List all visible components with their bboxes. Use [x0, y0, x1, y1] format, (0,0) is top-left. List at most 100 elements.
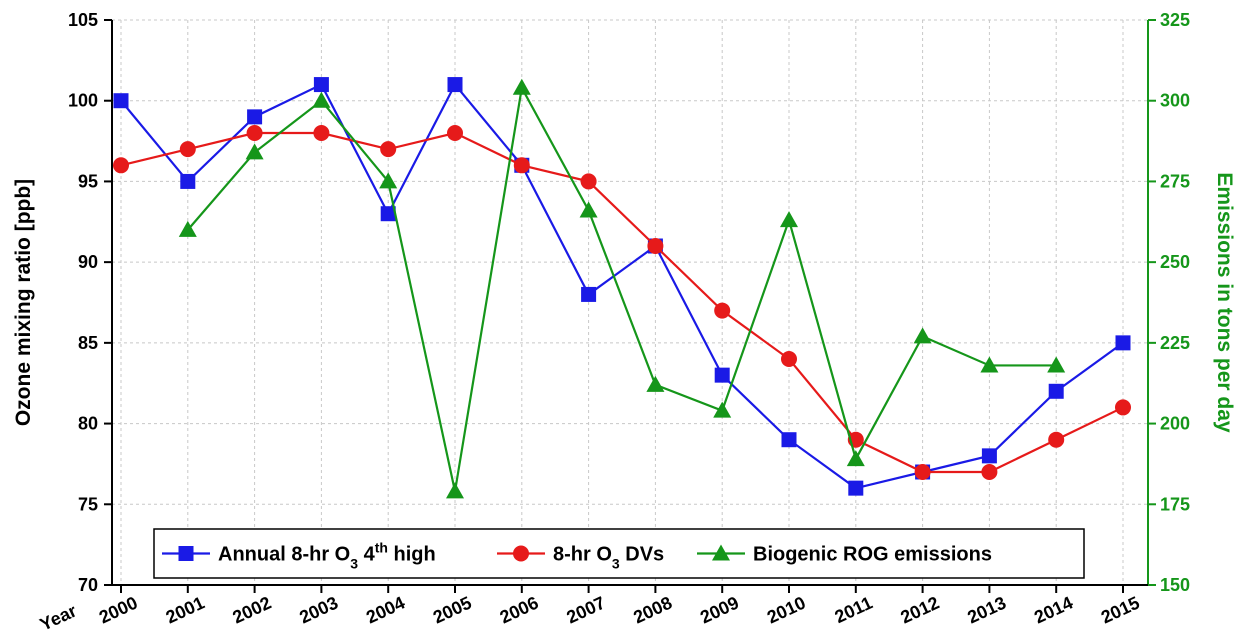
y-left-tick-label: 105 [68, 10, 98, 30]
data-point [714, 302, 731, 319]
x-tick-label: 2011 [832, 592, 876, 627]
data-point [981, 448, 997, 464]
y-right-tick-label: 275 [1160, 171, 1190, 191]
data-point [914, 464, 931, 480]
series-layer [113, 77, 1131, 499]
data-point [1115, 399, 1131, 416]
series-line [120, 82, 1124, 490]
data-point [113, 157, 129, 174]
data-point [980, 356, 999, 373]
data-point [312, 91, 331, 108]
legend-box [153, 528, 1085, 579]
y-right-tick-label: 175 [1160, 494, 1190, 514]
y-right-tick-label: 150 [1160, 575, 1190, 595]
data-point [714, 367, 730, 383]
y-right-tick-label: 200 [1160, 414, 1190, 434]
x-tick-label: 2004 [363, 592, 408, 627]
legend-label-part: Biogenic ROG emissions [753, 544, 992, 566]
data-point [848, 480, 864, 496]
data-point [913, 327, 932, 344]
legend-label: Biogenic ROG emissions [753, 544, 992, 566]
data-point [247, 109, 263, 125]
legend-label-part: high [388, 544, 436, 566]
data-point [713, 401, 732, 418]
data-point [1115, 335, 1131, 351]
data-point [180, 173, 196, 189]
y-left-tick-label: 70 [78, 575, 98, 595]
data-point [113, 93, 129, 109]
data-point [581, 286, 597, 302]
series-1 [113, 125, 1131, 480]
data-point [313, 125, 330, 141]
x-tick-label: 2002 [230, 592, 275, 627]
x-tick-label: 2012 [898, 592, 943, 627]
data-point [846, 450, 865, 467]
legend-label-part: th [375, 540, 388, 556]
data-point [379, 172, 398, 189]
x-tick-label: 2007 [564, 592, 609, 627]
legend-marker [712, 544, 730, 561]
data-point [447, 125, 463, 141]
x-tick-label: 2006 [497, 592, 542, 627]
data-point [446, 482, 464, 499]
y-left-tick-label: 80 [78, 414, 98, 434]
data-point [245, 143, 264, 160]
legend-label: 8-hr O3 DVs [553, 544, 664, 572]
data-point [447, 77, 463, 93]
data-point [780, 211, 798, 228]
y-right-tick-label: 250 [1160, 252, 1190, 272]
y-right-tick-label: 325 [1160, 10, 1190, 30]
y-axis-left-title: Ozone mixing ratio [ppb] [12, 179, 35, 426]
axes-layer [111, 20, 1149, 586]
y-axis-right-title: Emissions in tons per day [1213, 172, 1236, 433]
data-point [246, 125, 263, 141]
legend-label-part: 3 [612, 556, 620, 572]
grid-layer [112, 19, 1148, 585]
y-left-tick-label: 100 [68, 91, 98, 111]
data-point [380, 206, 396, 222]
legend: Annual 8-hr O3 4th high 8-hr O3 DVs Biogen… [153, 528, 1085, 579]
legend-marker [178, 546, 194, 561]
legend-label-part: 8-hr O [553, 544, 612, 566]
data-point [380, 141, 397, 158]
data-point [313, 77, 329, 93]
x-tick-label: 2008 [630, 592, 675, 627]
legend-marker [513, 545, 529, 562]
data-point [178, 220, 197, 237]
data-point [981, 464, 998, 480]
y-left-tick-label: 85 [78, 333, 98, 353]
data-point [512, 78, 531, 95]
data-point [580, 173, 597, 190]
data-point [781, 432, 797, 448]
x-tick-label: 2000 [96, 592, 141, 627]
legend-label-part: 3 [350, 556, 358, 572]
data-point [179, 141, 196, 158]
data-point [579, 201, 598, 218]
x-tick-label: 2015 [1098, 592, 1143, 627]
data-point [1047, 356, 1066, 373]
y-left-tick-label: 90 [78, 252, 98, 272]
series-2 [178, 78, 1066, 499]
series-line [120, 131, 1124, 474]
data-point [646, 375, 665, 392]
y-right-tick-label: 225 [1160, 333, 1190, 353]
legend-label-part: Annual 8-hr O [218, 544, 350, 566]
legend-items: Annual 8-hr O3 4th high 8-hr O3 DVs Biogen… [162, 540, 992, 572]
y-right-tick-label: 300 [1160, 91, 1190, 111]
x-tick-label: 2010 [764, 592, 809, 627]
series-0 [113, 77, 1131, 496]
legend-label-part: 4 [358, 544, 376, 566]
x-tick-label: 2001 [163, 592, 208, 627]
data-point [1048, 383, 1064, 399]
x-tick-label: 2005 [430, 592, 475, 627]
data-point [1048, 431, 1065, 448]
x-axis-title: Year [37, 600, 80, 634]
x-tick-label: 2009 [697, 592, 742, 627]
y-left-tick-label: 75 [78, 494, 98, 514]
data-point [647, 238, 664, 254]
y-left-tick-label: 95 [78, 171, 98, 191]
legend-label: Annual 8-hr O3 4th high [218, 540, 436, 572]
x-tick-label: 2014 [1031, 592, 1076, 627]
x-tick-label: 2003 [296, 592, 341, 627]
